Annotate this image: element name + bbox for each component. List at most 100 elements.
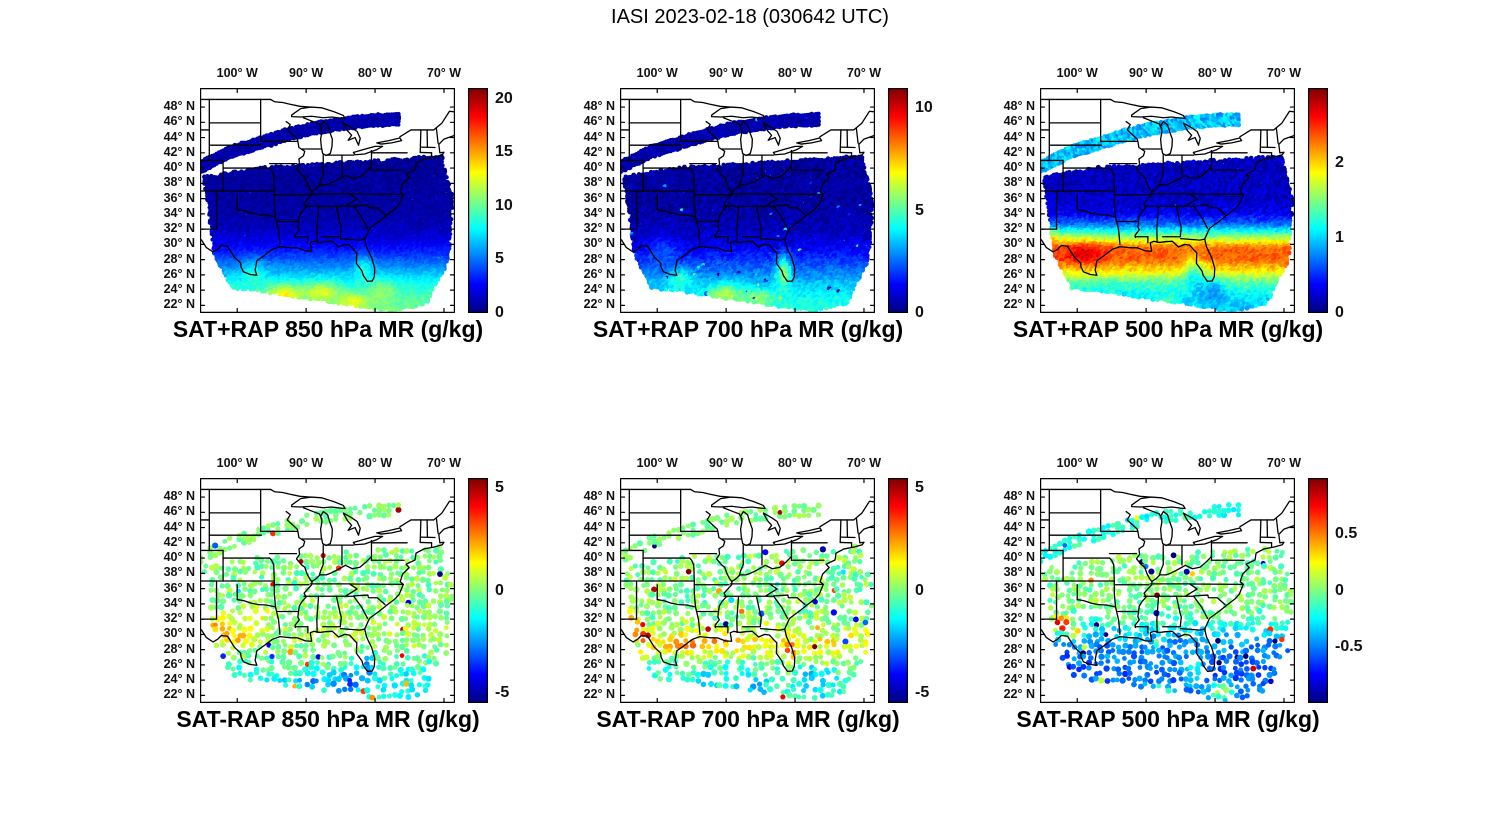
colorbar-tick-label: 5 [915, 201, 924, 219]
lon-tick-label: 100° W [636, 456, 678, 470]
lat-tick-label: 28° N [583, 251, 615, 266]
lat-tick-label: 46° N [1003, 114, 1035, 129]
colorbar-tick-label: 1 [1335, 229, 1344, 246]
lon-tick-label: 90° W [289, 456, 324, 470]
panel-sat-minus-rap-500: SAT-RAP 500 hPa MR (g/kg) 100° W 90° W 80°… [985, 440, 1405, 770]
lat-tick-label: 44° N [163, 519, 195, 534]
map-canvas-500 [1040, 88, 1295, 313]
colorbar-tick-label: 0 [495, 581, 504, 599]
lat-tick-label: 30° N [163, 236, 195, 251]
panel-sat-minus-rap-850: SAT-RAP 850 hPa MR (g/kg) 100° W 90° W 80°… [145, 440, 565, 770]
lat-tick-label: 38° N [583, 565, 615, 580]
panel-title: SAT+RAP 500 hPa MR (g/kg) [1012, 316, 1324, 342]
colorbar-tick-label: 0 [915, 581, 924, 599]
lon-tick-label: 70° W [1266, 456, 1302, 470]
lat-tick-label: 30° N [1003, 236, 1035, 251]
lat-tick-label: 30° N [1003, 626, 1035, 641]
lat-tick-label: 42° N [583, 144, 615, 159]
colorbar-tick-label: 0 [495, 304, 504, 321]
lat-tick-label: 44° N [583, 519, 615, 534]
lat-tick-label: 42° N [1003, 534, 1035, 549]
lon-tick-label: 70° W [426, 66, 462, 80]
lat-tick-label: 28° N [583, 641, 615, 656]
lat-tick-label: 22° N [1003, 297, 1035, 312]
lat-tick-label: 40° N [583, 550, 615, 565]
lat-tick-label: 30° N [583, 626, 615, 641]
lat-tick-label: 32° N [583, 221, 615, 236]
lat-tick-label: 46° N [1003, 504, 1035, 519]
lat-tick-label: 48° N [163, 99, 195, 114]
lon-tick-label: 80° W [357, 456, 393, 470]
lat-tick-label: 26° N [1003, 266, 1035, 281]
lat-tick-label: 24° N [1003, 282, 1035, 297]
lat-tick-label: 48° N [583, 489, 615, 504]
panel-sat-plus-rap-700: SAT+RAP 700 hPa MR (g/kg) 100° W 90° W 80°… [565, 50, 985, 380]
lat-tick-label: 34° N [163, 205, 195, 220]
lat-tick-label: 48° N [163, 489, 195, 504]
colorbar-tick-label: 0 [1335, 581, 1344, 599]
lat-tick-label: 22° N [583, 297, 615, 312]
lat-tick-label: 34° N [1003, 595, 1035, 610]
lon-tick-label: 100° W [1056, 456, 1098, 470]
lat-tick-label: 36° N [163, 190, 195, 205]
lat-tick-label: 36° N [583, 190, 615, 205]
colorbar-tick-label: -5 [495, 683, 510, 701]
lat-tick-label: 32° N [583, 611, 615, 626]
lat-tick-label: 46° N [583, 114, 615, 129]
lat-tick-label: 24° N [583, 672, 615, 687]
lon-tick-label: 90° W [1129, 66, 1164, 80]
lon-tick-label: 70° W [846, 66, 882, 80]
map-canvas-diff-500 [1040, 478, 1295, 703]
lat-tick-label: 34° N [163, 595, 195, 610]
panel-sat-plus-rap-500: SAT+RAP 500 hPa MR (g/kg) 100° W 90° W 80°… [985, 50, 1405, 380]
lon-tick-label: 70° W [426, 456, 462, 470]
lat-tick-label: 26° N [583, 656, 615, 671]
panel-title: SAT-RAP 850 hPa MR (g/kg) [176, 706, 480, 732]
colorbar-diff-500 [1308, 478, 1328, 703]
lat-tick-label: 38° N [163, 565, 195, 580]
lat-tick-label: 44° N [1003, 519, 1035, 534]
lat-tick-label: 36° N [1003, 580, 1035, 595]
colorbar-tick-label: 5 [495, 250, 504, 268]
lat-tick-label: 42° N [163, 534, 195, 549]
lat-tick-label: 42° N [1003, 144, 1035, 159]
lat-tick-label: 40° N [163, 160, 195, 175]
lat-tick-label: 34° N [583, 595, 615, 610]
colorbar-diff-700 [888, 478, 908, 703]
lon-tick-label: 90° W [289, 66, 324, 80]
lat-tick-label: 38° N [583, 175, 615, 190]
lat-tick-label: 26° N [163, 656, 195, 671]
lat-tick-label: 22° N [163, 297, 195, 312]
lat-tick-label: 44° N [163, 129, 195, 144]
lat-tick-label: 42° N [583, 534, 615, 549]
lon-tick-label: 90° W [1129, 456, 1164, 470]
lat-tick-label: 36° N [1003, 190, 1035, 205]
lat-tick-label: 46° N [163, 504, 195, 519]
lon-tick-label: 80° W [1197, 66, 1233, 80]
lat-tick-label: 48° N [1003, 99, 1035, 114]
lat-tick-label: 40° N [1003, 550, 1035, 565]
lat-tick-label: 28° N [163, 251, 195, 266]
lat-tick-label: 40° N [1003, 160, 1035, 175]
lat-tick-label: 32° N [163, 221, 195, 236]
lon-tick-label: 80° W [1197, 456, 1233, 470]
lon-tick-label: 100° W [216, 66, 258, 80]
lat-tick-label: 40° N [583, 160, 615, 175]
lat-tick-label: 30° N [583, 236, 615, 251]
colorbar-tick-label: 20 [495, 89, 513, 107]
colorbar-850 [468, 88, 488, 313]
lon-tick-label: 100° W [1056, 66, 1098, 80]
colorbar-tick-label: 0 [1335, 304, 1344, 321]
panel-title: SAT+RAP 850 hPa MR (g/kg) [172, 316, 484, 342]
panel-title: SAT-RAP 700 hPa MR (g/kg) [596, 706, 900, 732]
figure-title: IASI 2023-02-18 (030642 UTC) [611, 6, 889, 28]
lat-tick-label: 38° N [1003, 565, 1035, 580]
lat-tick-label: 32° N [1003, 221, 1035, 236]
lat-tick-label: 44° N [1003, 129, 1035, 144]
colorbar-diff-850 [468, 478, 488, 703]
lat-tick-label: 46° N [163, 114, 195, 129]
lat-tick-label: 48° N [583, 99, 615, 114]
colorbar-tick-label: 2 [1335, 154, 1344, 171]
lat-tick-label: 34° N [1003, 205, 1035, 220]
lat-tick-label: 40° N [163, 550, 195, 565]
